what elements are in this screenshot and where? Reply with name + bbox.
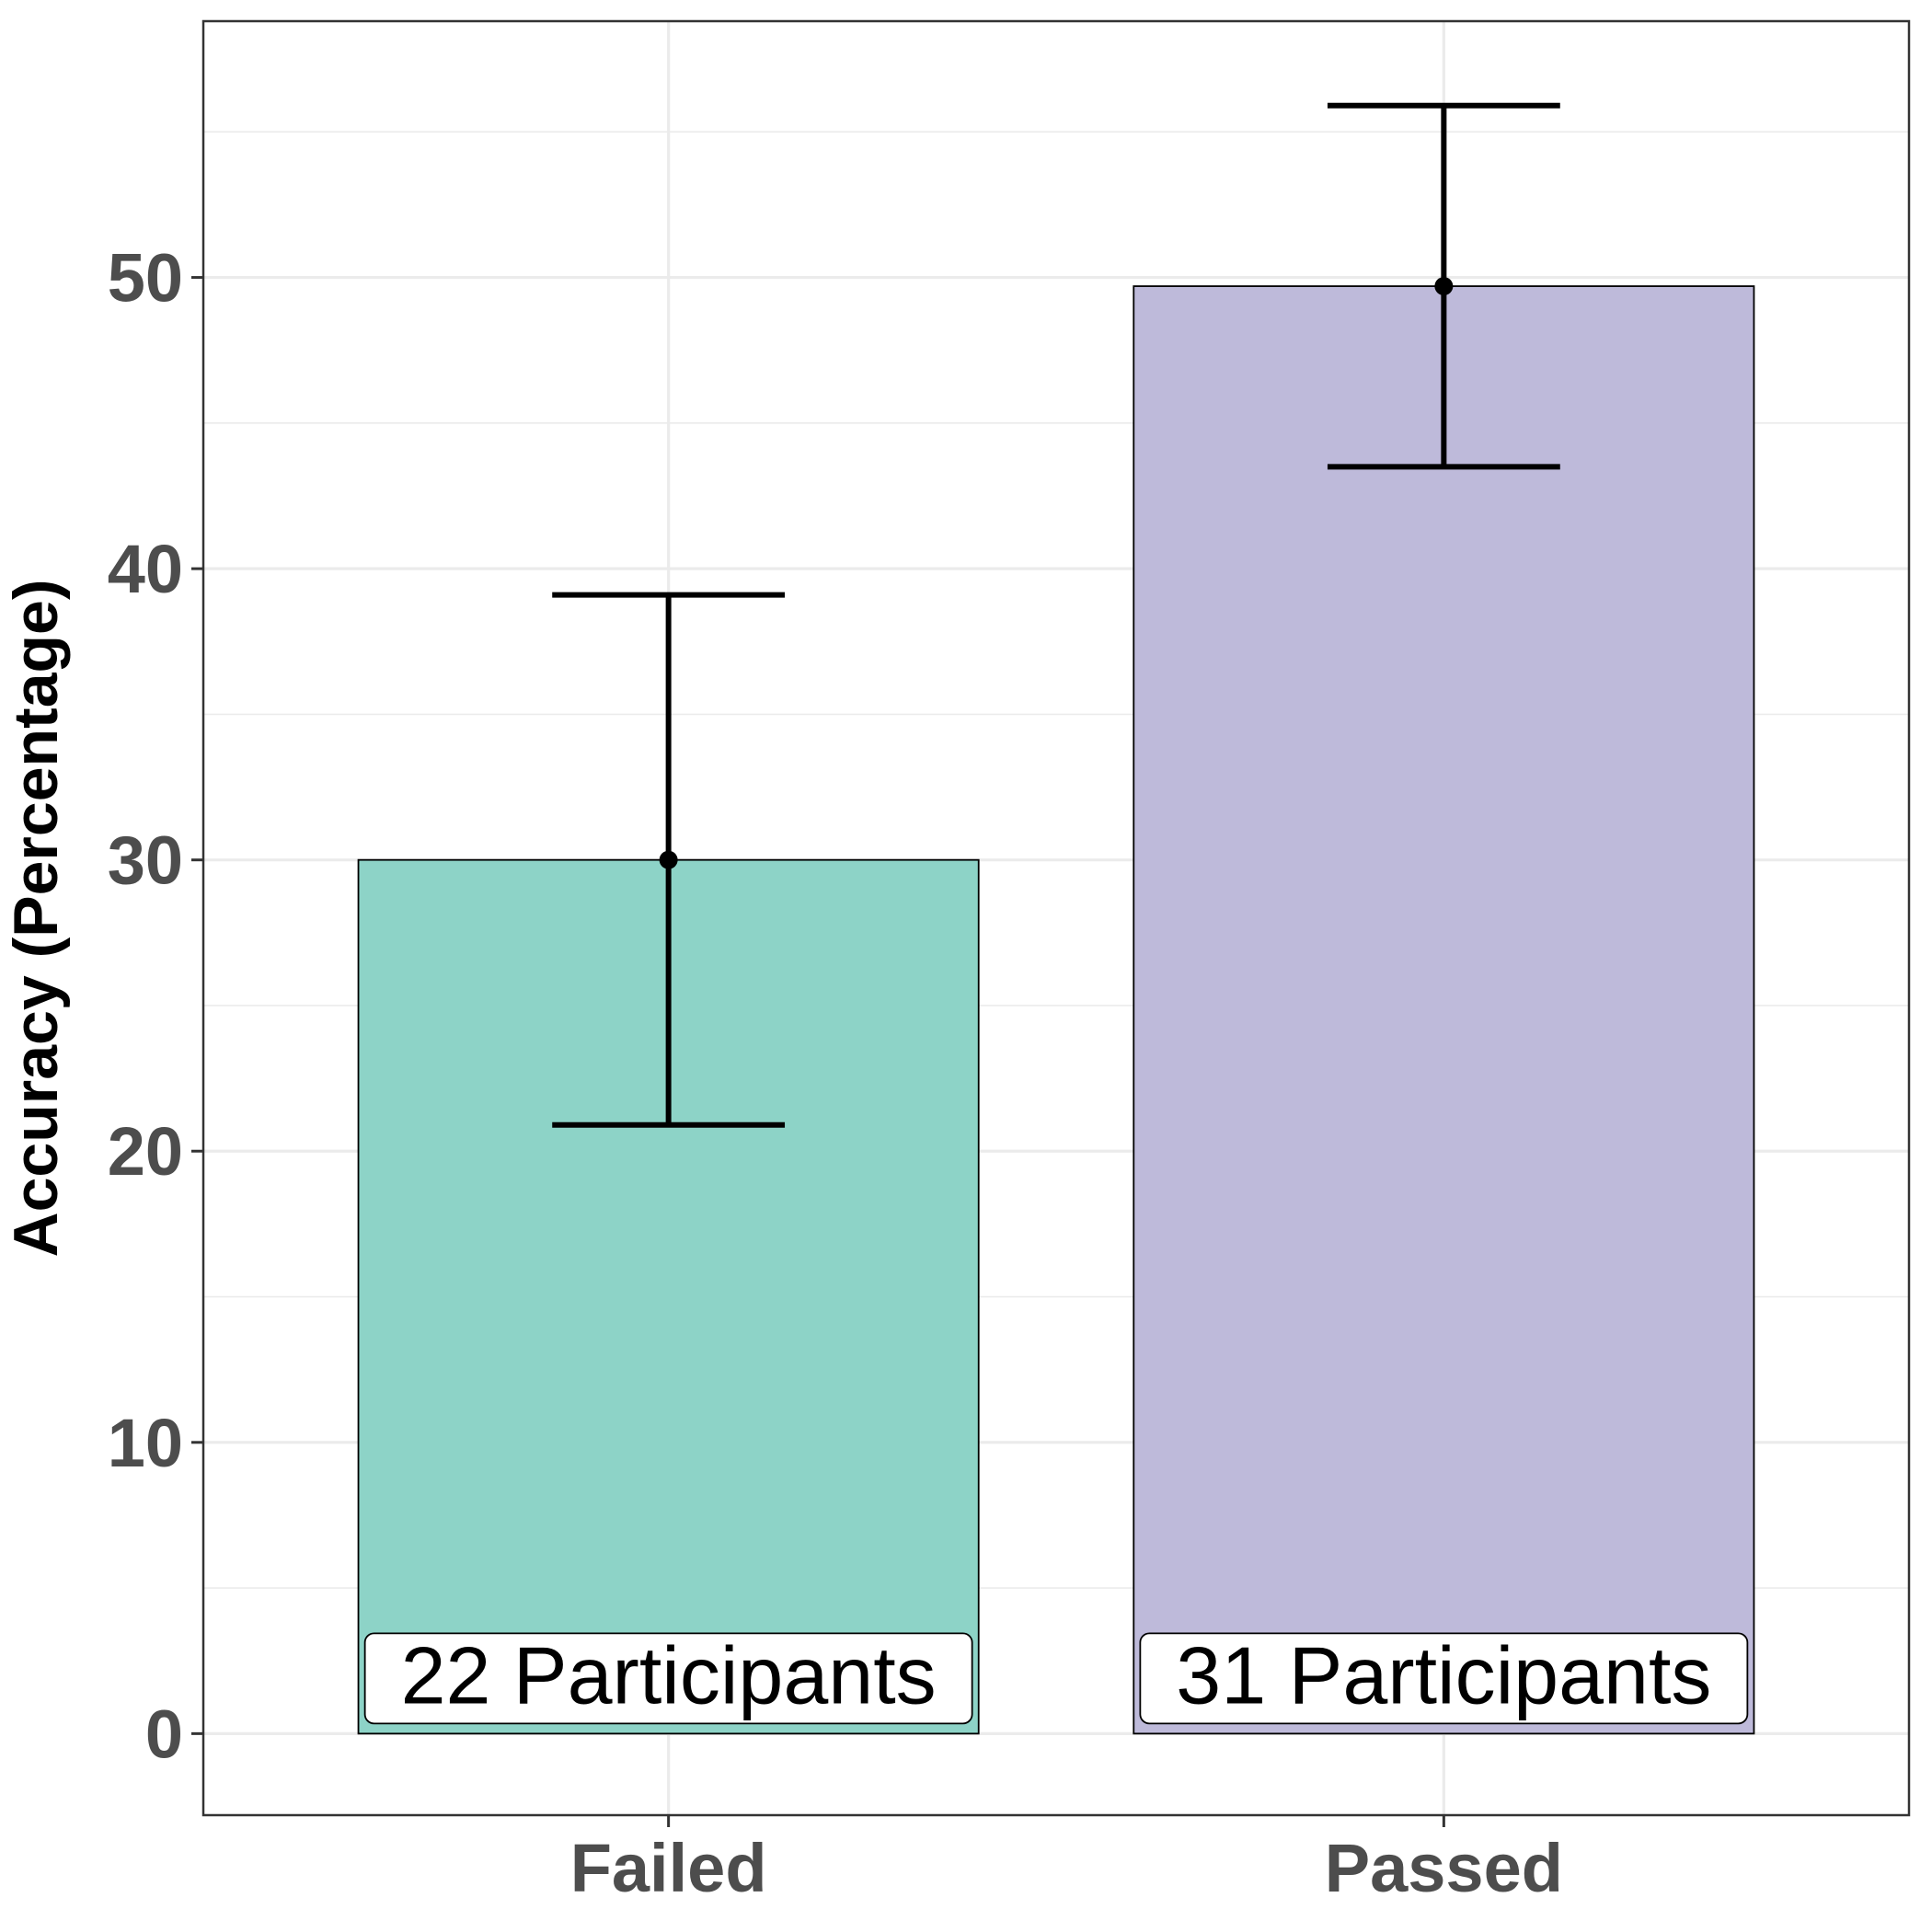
count-label-failed: 22 Participants <box>401 1629 937 1720</box>
count-label-box-passed <box>1139 1632 1749 1725</box>
y-tick-label: 40 <box>108 531 183 607</box>
count-label-passed: 31 Participants <box>1176 1629 1711 1720</box>
y-axis-title: Accuracy (Percentage) <box>1 579 71 1257</box>
y-tick-label: 50 <box>108 240 183 316</box>
x-tick-label-passed: Passed <box>1325 1830 1563 1906</box>
bar-count-labels: 22 Participants 31 Participants <box>363 1629 1749 1725</box>
axes: 0 10 20 30 40 50 Failed Passed <box>108 240 1563 1906</box>
mean-point-failed <box>659 850 678 869</box>
y-tick-label: 0 <box>145 1696 183 1772</box>
panel-border <box>201 19 1911 1817</box>
count-label-box-failed <box>363 1632 973 1725</box>
mean-point-passed <box>1434 277 1454 296</box>
x-tick-label-failed: Failed <box>570 1830 767 1906</box>
bar-passed <box>1133 285 1755 1735</box>
y-tick-label: 20 <box>108 1113 183 1190</box>
y-tick-label: 30 <box>108 822 183 899</box>
y-tick-label: 10 <box>108 1405 183 1481</box>
error-bars <box>552 102 1560 1128</box>
